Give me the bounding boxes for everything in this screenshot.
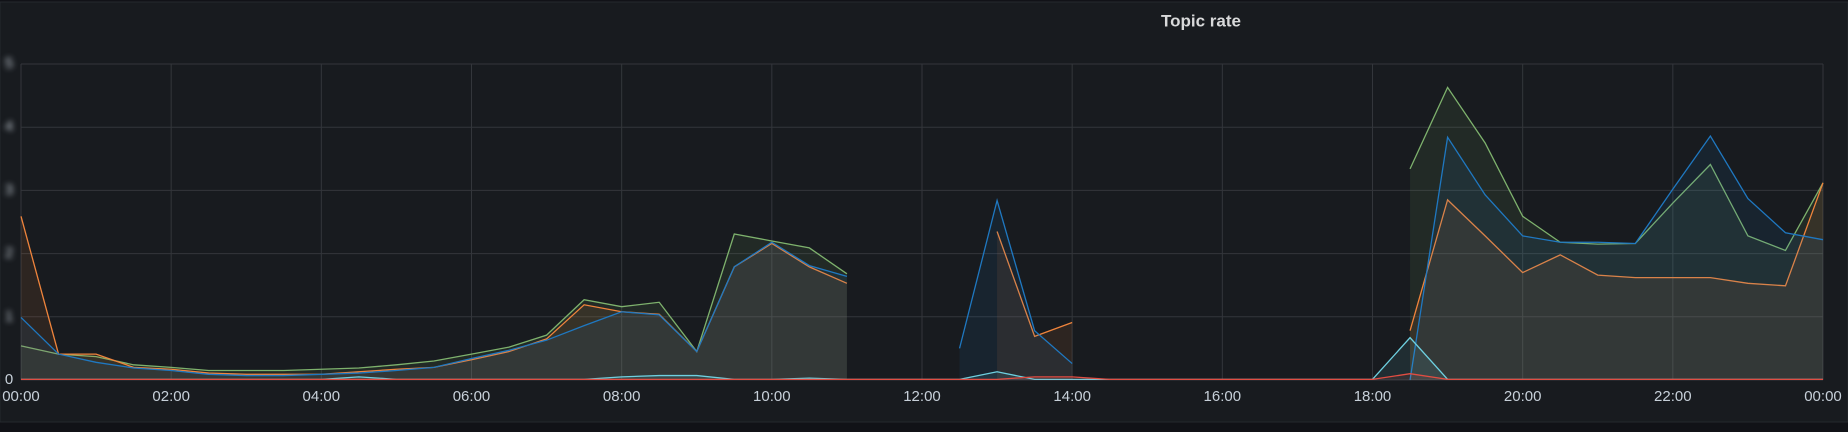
x-tick-label: 14:00 <box>1053 388 1091 405</box>
series-line <box>21 373 1823 381</box>
series-line <box>20 134 1824 381</box>
x-tick-label: 00:00 <box>1804 388 1842 405</box>
series-area <box>21 136 1823 380</box>
y-tick-label: 2 <box>5 245 13 262</box>
x-tick-label: 20:00 <box>1504 388 1542 405</box>
panel-title: Topic rate <box>1161 11 1241 30</box>
x-tick-label: 18:00 <box>1354 388 1392 405</box>
x-tick-label: 12:00 <box>903 388 941 405</box>
y-tick-label: 5 <box>5 55 13 72</box>
y-tick-label: 1 <box>5 308 13 325</box>
x-tick-label: 10:00 <box>753 388 791 405</box>
series-area <box>21 182 1823 380</box>
x-tick-label: 02:00 <box>152 388 190 405</box>
x-tick-label: 08:00 <box>603 388 641 405</box>
x-tick-label: 04:00 <box>303 388 341 405</box>
x-tick-label: 22:00 <box>1654 388 1692 405</box>
y-tick-label: 4 <box>5 118 13 135</box>
x-tick-label: 00:00 <box>2 388 40 405</box>
x-tick-label: 16:00 <box>1204 388 1242 405</box>
panel-background <box>0 1 1848 423</box>
series-line <box>20 86 1824 372</box>
series-area <box>21 87 1823 380</box>
y-tick-label: 3 <box>5 181 13 198</box>
x-tick-label: 06:00 <box>453 388 491 405</box>
y-tick-label: 0 <box>5 371 13 388</box>
